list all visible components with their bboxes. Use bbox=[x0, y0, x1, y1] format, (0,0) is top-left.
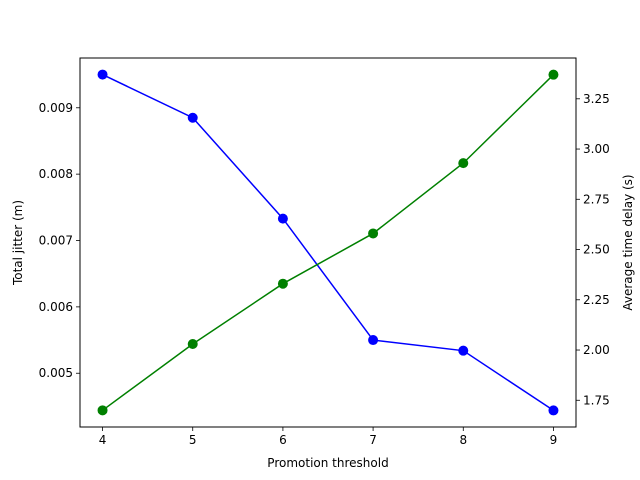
right-y-tick-label: 2.75 bbox=[583, 192, 610, 206]
left-y-tick-label: 0.009 bbox=[39, 101, 73, 115]
x-axis-title: Promotion threshold bbox=[267, 456, 388, 470]
right-series-point bbox=[368, 228, 379, 239]
right-y-axis-title: Average time delay (s) bbox=[621, 174, 635, 310]
x-tick-label: 6 bbox=[279, 433, 287, 447]
right-y-tick-label: 2.50 bbox=[583, 243, 610, 257]
left-y-axis-title: Total jitter (m) bbox=[11, 200, 25, 286]
right-y-tick-label: 2.25 bbox=[583, 293, 610, 307]
left-series-line bbox=[102, 73, 554, 412]
right-y-tick-label: 3.25 bbox=[583, 92, 610, 106]
right-y-tick-label: 1.75 bbox=[583, 393, 610, 407]
series-layer bbox=[97, 69, 559, 416]
x-tick-label: 4 bbox=[99, 433, 107, 447]
right-series-point bbox=[548, 69, 559, 80]
left-series-point bbox=[368, 335, 379, 346]
left-y-tick-label: 0.005 bbox=[39, 366, 73, 380]
x-tick-label: 5 bbox=[189, 433, 197, 447]
x-tick-label: 8 bbox=[459, 433, 467, 447]
plot-frame bbox=[79, 57, 577, 428]
left-y-tick-label: 0.006 bbox=[39, 300, 73, 314]
right-y-tick-label: 3.00 bbox=[583, 142, 610, 156]
left-series-point bbox=[97, 69, 108, 80]
x-tick-label: 7 bbox=[369, 433, 377, 447]
right-series-point bbox=[458, 158, 469, 169]
left-series-point bbox=[548, 405, 559, 416]
right-series-line bbox=[102, 74, 554, 411]
left-y-axis-ticks: 0.005 0.006 0.007 0.008 0.009 bbox=[39, 101, 80, 380]
x-axis-ticks: 4 5 6 7 8 9 bbox=[99, 427, 558, 447]
right-series-point bbox=[277, 278, 288, 289]
right-series-point bbox=[97, 405, 108, 416]
left-y-tick-label: 0.007 bbox=[39, 234, 73, 248]
left-series-point bbox=[187, 112, 198, 123]
left-series-point bbox=[458, 345, 469, 356]
right-y-tick-label: 2.00 bbox=[583, 343, 610, 357]
right-series-point bbox=[187, 338, 198, 349]
x-tick-label: 9 bbox=[550, 433, 558, 447]
left-y-tick-label: 0.008 bbox=[39, 167, 73, 181]
right-y-axis-ticks: 1.75 2.00 2.25 2.50 2.75 3.00 3.25 bbox=[576, 92, 610, 407]
left-series-point bbox=[277, 213, 288, 224]
